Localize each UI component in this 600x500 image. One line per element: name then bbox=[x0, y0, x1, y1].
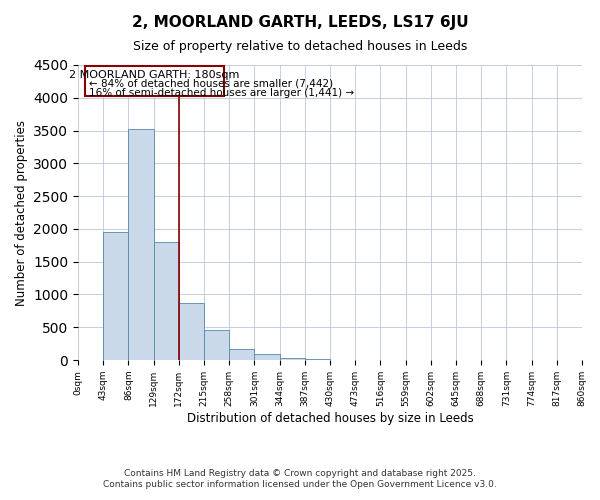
Bar bbox=[229, 348, 254, 360]
Text: 16% of semi-detached houses are larger (1,441) →: 16% of semi-detached houses are larger (… bbox=[89, 88, 354, 98]
Text: Contains HM Land Registry data © Crown copyright and database right 2025.: Contains HM Land Registry data © Crown c… bbox=[124, 468, 476, 477]
Text: Contains public sector information licensed under the Open Government Licence v3: Contains public sector information licen… bbox=[103, 480, 497, 489]
Bar bbox=[254, 354, 280, 360]
Text: 2 MOORLAND GARTH: 180sqm: 2 MOORLAND GARTH: 180sqm bbox=[70, 70, 240, 80]
X-axis label: Distribution of detached houses by size in Leeds: Distribution of detached houses by size … bbox=[187, 412, 473, 424]
Bar bbox=[179, 303, 204, 360]
Bar bbox=[280, 358, 305, 360]
Bar bbox=[103, 232, 128, 360]
Bar bbox=[128, 129, 154, 360]
Bar bbox=[204, 330, 229, 360]
Text: ← 84% of detached houses are smaller (7,442): ← 84% of detached houses are smaller (7,… bbox=[89, 79, 333, 89]
Bar bbox=[154, 242, 179, 360]
Text: 2, MOORLAND GARTH, LEEDS, LS17 6JU: 2, MOORLAND GARTH, LEEDS, LS17 6JU bbox=[131, 15, 469, 30]
Bar bbox=[85, 66, 224, 96]
Text: Size of property relative to detached houses in Leeds: Size of property relative to detached ho… bbox=[133, 40, 467, 53]
Y-axis label: Number of detached properties: Number of detached properties bbox=[14, 120, 28, 306]
